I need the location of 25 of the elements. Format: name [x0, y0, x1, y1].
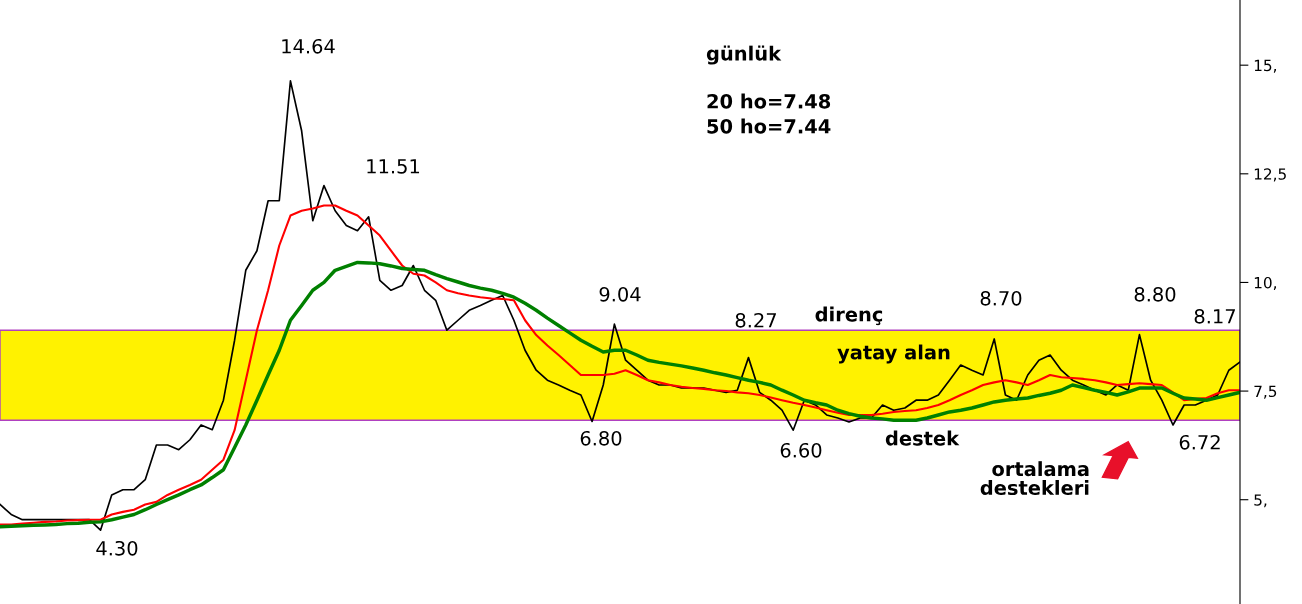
line-series — [0, 260, 1240, 529]
y-tick-label: 5, — [1254, 494, 1267, 508]
annotation: 14.64 — [282, 38, 335, 54]
annotation: 6.80 — [580, 430, 622, 446]
annotation: destek — [885, 430, 960, 446]
annotation: 8.80 — [1134, 286, 1176, 302]
line-series — [0, 204, 1240, 526]
annotation: 50 ho=7.44 — [707, 118, 831, 134]
annotation: 6.72 — [1179, 434, 1220, 450]
annotation: 20 ho=7.48 — [707, 93, 831, 109]
annotation: 8.17 — [1194, 308, 1235, 324]
annotation: 4.30 — [96, 540, 138, 556]
y-tick-label: 15, — [1254, 59, 1276, 73]
annotation: 6.60 — [780, 442, 822, 458]
annotation: 9.04 — [599, 286, 641, 302]
annotation: 11.51 — [367, 159, 420, 174]
y-tick-label: 7,5 — [1254, 385, 1277, 399]
text: günlük — [706, 45, 782, 65]
annotation: 8.70 — [980, 290, 1022, 306]
y-tick-label: 10, — [1254, 276, 1276, 291]
y-tick-label: 12,5 — [1254, 168, 1286, 182]
annotation: yatay alan — [837, 344, 950, 364]
annotation: 8.27 — [735, 312, 776, 328]
annotation: ortalama destekleri — [980, 461, 1089, 496]
annotation: direnç — [815, 306, 883, 326]
